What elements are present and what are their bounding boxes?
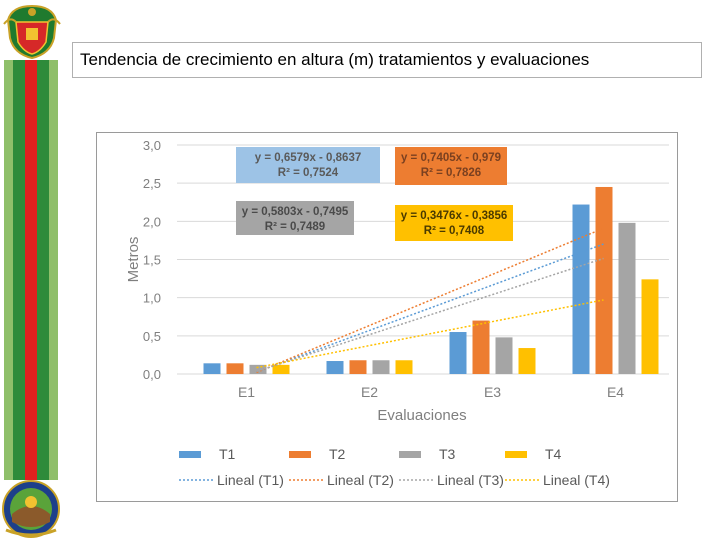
- x-axis-label: Evaluaciones: [377, 407, 466, 424]
- x-tick-label: E2: [361, 384, 378, 400]
- equation-text-T1: y = 0,6579x - 0,8637: [255, 152, 361, 164]
- equation-text-T2: y = 0,7405x - 0,979: [401, 152, 501, 164]
- bar-T4-E1: [272, 364, 290, 374]
- y-tick-label: 0,5: [143, 329, 161, 344]
- equation-text-T3: y = 0,5803x - 0,7495: [242, 206, 349, 218]
- r2-text-T1: R² = 0,7524: [278, 167, 339, 179]
- bar-T4-E4: [641, 279, 659, 374]
- legend-label-T2: T2: [329, 446, 346, 462]
- x-tick-label: E4: [607, 384, 624, 400]
- legend-label-T3: T3: [439, 446, 456, 462]
- legend-label-lineal-T2: Lineal (T2): [327, 472, 394, 488]
- legend-swatch-T4: [505, 451, 527, 458]
- y-tick-label: 1,5: [143, 253, 161, 268]
- faculty-emblem-icon: [2, 480, 60, 538]
- page-title: Tendencia de crecimiento en altura (m) t…: [72, 42, 702, 78]
- bar-T3-E1: [249, 364, 267, 374]
- bar-T2-E4: [595, 186, 613, 374]
- y-tick-label: 0,0: [143, 367, 161, 382]
- bar-T3-E3: [495, 337, 513, 374]
- r2-text-T3: R² = 0,7489: [265, 221, 325, 233]
- y-tick-label: 2,0: [143, 214, 161, 229]
- equation-box-T3: [236, 201, 354, 235]
- bar-T2-E1: [226, 363, 244, 374]
- r2-text-T4: R² = 0,7408: [424, 225, 485, 237]
- equation-box-T1: [236, 147, 380, 183]
- y-tick-label: 2,5: [143, 176, 161, 191]
- legend-swatch-T1: [179, 451, 201, 458]
- bar-T1-E2: [326, 361, 344, 374]
- y-tick-label: 1,0: [143, 291, 161, 306]
- bar-T4-E2: [395, 360, 413, 374]
- legend-label-lineal-T1: Lineal (T1): [217, 472, 284, 488]
- page-title-text: Tendencia de crecimiento en altura (m) t…: [80, 50, 590, 69]
- legend-label-T4: T4: [545, 446, 562, 462]
- bar-T2-E3: [472, 320, 490, 374]
- bar-T4-E3: [518, 348, 536, 374]
- y-axis-label: Metros: [125, 237, 142, 283]
- legend-swatch-T3: [399, 451, 421, 458]
- trendline-T3: [256, 257, 604, 373]
- legend-label-lineal-T4: Lineal (T4): [543, 472, 610, 488]
- bar-T3-E2: [372, 360, 390, 374]
- equation-box-T2: [395, 147, 507, 185]
- legend-swatch-T2: [289, 451, 311, 458]
- trendline-T4: [256, 299, 604, 369]
- bar-T1-E3: [449, 332, 467, 374]
- r2-text-T2: R² = 0,7826: [421, 167, 481, 179]
- trendline-T2: [256, 227, 604, 374]
- bar-T1-E4: [572, 204, 590, 374]
- university-crest-icon: [3, 4, 61, 60]
- equation-text-T4: y = 0,3476x - 0,3856: [401, 210, 507, 222]
- bar-T3-E4: [618, 222, 636, 374]
- decorative-stripes: [4, 60, 58, 480]
- bar-T2-E2: [349, 360, 367, 374]
- legend-label-T1: T1: [219, 446, 236, 462]
- growth-chart: 0,0 0,5 1,0 1,5 2,0 2,5 3,0 Metros E1 E2 E3 E4 Evalu…: [125, 138, 669, 488]
- chart-container: 0,0 0,5 1,0 1,5 2,0 2,5 3,0 Metros E1 E2 E3 E4 Evalu…: [96, 132, 678, 502]
- trendline-T1: [256, 243, 604, 373]
- bar-T1-E1: [203, 363, 221, 374]
- x-tick-label: E1: [238, 384, 255, 400]
- legend-label-lineal-T3: Lineal (T3): [437, 472, 504, 488]
- x-tick-label: E3: [484, 384, 501, 400]
- equation-box-T4: [395, 205, 513, 241]
- y-tick-label: 3,0: [143, 138, 161, 153]
